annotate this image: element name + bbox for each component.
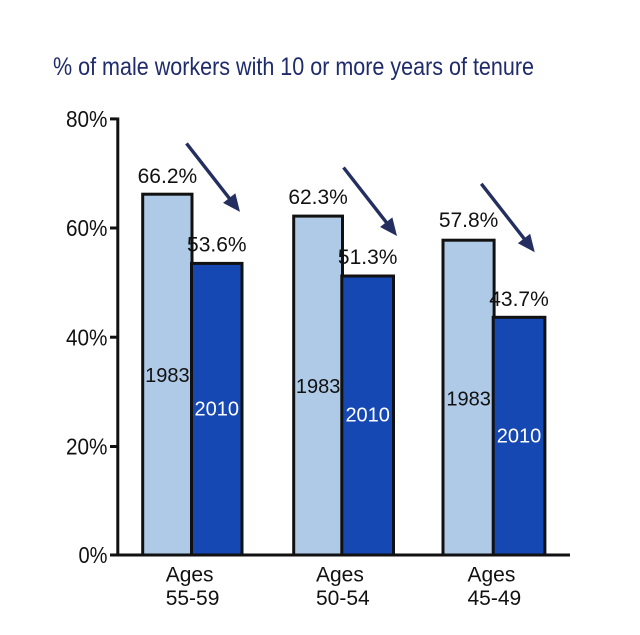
svg-text:Ages: Ages xyxy=(316,563,364,586)
svg-text:2010: 2010 xyxy=(345,405,390,427)
svg-text:50-54: 50-54 xyxy=(316,587,370,610)
svg-text:55-59: 55-59 xyxy=(166,587,220,610)
svg-text:1983: 1983 xyxy=(446,389,491,411)
svg-text:53.6%: 53.6% xyxy=(187,233,247,256)
svg-text:20%: 20% xyxy=(66,434,108,460)
svg-text:51.3%: 51.3% xyxy=(338,246,398,269)
svg-text:2010: 2010 xyxy=(497,426,542,448)
svg-text:60%: 60% xyxy=(66,215,108,241)
svg-text:2010: 2010 xyxy=(195,399,240,421)
svg-text:66.2%: 66.2% xyxy=(138,165,198,188)
svg-text:Ages: Ages xyxy=(468,563,516,586)
svg-text:62.3%: 62.3% xyxy=(288,186,348,209)
svg-text:Ages: Ages xyxy=(166,563,214,586)
svg-text:45-49: 45-49 xyxy=(468,587,522,610)
svg-text:% of male workers with 10 or m: % of male workers with 10 or more years … xyxy=(53,53,534,81)
svg-text:0%: 0% xyxy=(79,542,108,568)
svg-text:80%: 80% xyxy=(66,106,108,132)
svg-text:43.7%: 43.7% xyxy=(489,288,549,311)
svg-text:1983: 1983 xyxy=(296,376,341,398)
svg-text:40%: 40% xyxy=(66,324,108,350)
svg-text:57.8%: 57.8% xyxy=(439,209,499,232)
svg-text:1983: 1983 xyxy=(145,365,190,387)
